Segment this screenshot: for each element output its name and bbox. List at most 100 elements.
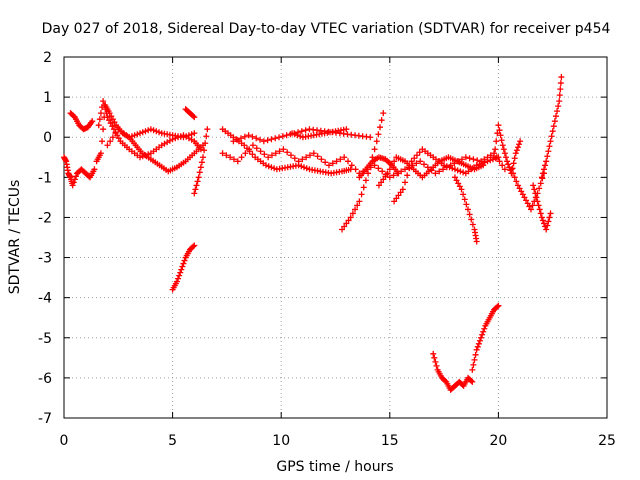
x-axis-ticks: 0 5 10 15 20 25	[60, 57, 616, 449]
data-point-arc-u	[529, 202, 536, 209]
data-point-arc-p	[395, 192, 402, 199]
data-point-arc-t	[511, 155, 518, 162]
data-point-arc-j	[295, 158, 302, 165]
data-point-arc-j	[249, 142, 256, 149]
data-point-arc-s	[463, 201, 470, 208]
data-point-arc-j	[325, 162, 332, 169]
data-point-arc-e	[134, 131, 141, 138]
y-tick-label: -3	[38, 251, 52, 267]
data-point-arc-d	[96, 116, 103, 123]
data-point-arc-d	[106, 117, 113, 124]
data-point-arc-w	[550, 123, 557, 130]
data-point-arc-l	[291, 131, 298, 138]
data-point-arc-f	[176, 272, 183, 279]
data-point-arc-p	[393, 195, 400, 202]
data-point-arc-v	[533, 194, 540, 201]
data-point-arc-t	[504, 158, 511, 165]
data-point-arc-w	[539, 170, 546, 177]
data-point-arc-s	[469, 221, 476, 228]
y-tick-label: 2	[43, 50, 52, 66]
data-point-arc-j	[322, 159, 329, 166]
data-point-arc-w	[544, 153, 551, 160]
data-point-arc-j	[386, 174, 393, 181]
y-tick-label: -6	[38, 371, 52, 387]
data-point-arc-j	[466, 155, 473, 162]
data-point-arc-k	[272, 135, 279, 142]
data-point-arc-s	[461, 196, 468, 203]
data-point-arc-j	[261, 151, 268, 158]
data-point-arc-p	[443, 163, 450, 170]
x-tick-label: 5	[168, 433, 177, 449]
data-point-arc-e	[153, 128, 160, 135]
data-point-arc-p	[397, 189, 404, 196]
data-point-arc-j	[253, 145, 260, 152]
data-point-arc-u	[511, 174, 518, 181]
data-point-arc-c	[99, 138, 106, 145]
data-point-arc-w	[549, 128, 556, 135]
data-point-arc-m	[347, 214, 354, 221]
data-point-arc-t	[503, 154, 510, 161]
data-point-arc-r	[470, 361, 477, 368]
data-point-arc-d	[104, 114, 111, 121]
data-point-arc-j	[242, 150, 249, 157]
data-point-arc-v	[537, 210, 544, 217]
x-tick-label: 0	[60, 433, 69, 449]
data-point-arc-f	[173, 278, 180, 285]
data-point-arc-e	[139, 129, 146, 136]
data-point-arc-c	[108, 113, 115, 120]
data-point-arc-u	[510, 170, 517, 177]
data-point-arc-p	[487, 157, 494, 164]
data-point-arc-k	[257, 136, 264, 143]
data-point-arc-j	[265, 154, 272, 161]
data-point-arc-p	[451, 166, 458, 173]
plot-frame	[63, 56, 608, 419]
data-point-arc-j	[379, 168, 386, 175]
data-point-arc-u	[516, 185, 523, 192]
data-point-arc-q	[468, 377, 475, 384]
data-point-arc-f	[178, 266, 185, 273]
data-point-arc-t	[493, 138, 500, 145]
data-point-arc-j	[318, 156, 325, 163]
data-point-arc-f	[175, 275, 182, 282]
y-axis-ticks: 2 1 0 -1 -2 -3 -4 -5 -6 -7	[38, 50, 607, 427]
data-point-arc-p	[413, 152, 420, 159]
data-point-arc-m	[354, 202, 361, 209]
y-tick-label: 0	[43, 130, 52, 146]
data-point-arc-a	[91, 166, 98, 173]
data-point-arc-e	[112, 130, 119, 137]
data-point-arc-d	[197, 146, 204, 153]
data-point-arc-p	[406, 165, 413, 172]
data-point-arc-h	[201, 147, 208, 154]
data-point-arc-e	[147, 126, 154, 133]
data-point-arc-l	[297, 133, 304, 140]
data-point-arc-u	[523, 197, 530, 204]
data-point-arc-h	[197, 164, 204, 171]
data-point-arc-j	[303, 154, 310, 161]
data-point-arc-t	[497, 132, 504, 139]
data-point-arc-k	[268, 136, 275, 143]
data-point-arc-j	[238, 154, 245, 161]
data-point-arc-t	[501, 150, 508, 157]
data-point-arc-g	[191, 114, 198, 121]
data-point-arc-l	[294, 132, 301, 139]
data-point-arc-p	[408, 158, 415, 165]
data-point-arc-w	[558, 74, 565, 81]
data-point-arc-m	[341, 223, 348, 230]
data-point-arc-j	[333, 158, 340, 165]
data-point-arc-r	[471, 356, 478, 363]
data-point-arc-i	[303, 165, 310, 172]
data-point-arc-o	[380, 176, 387, 183]
data-point-arc-m	[365, 170, 372, 177]
data-point-arc-i	[262, 162, 269, 169]
y-tick-label: 1	[43, 90, 52, 106]
data-point-arc-u	[518, 188, 525, 195]
data-point-arc-h	[194, 178, 201, 185]
data-point-arc-f	[179, 263, 186, 270]
data-point-arc-s	[466, 211, 473, 218]
data-point-arc-p	[449, 165, 456, 172]
data-point-arc-a	[71, 176, 78, 183]
x-tick-label: 10	[272, 433, 290, 449]
data-point-arc-t	[516, 141, 523, 148]
data-point-arc-e	[150, 127, 157, 134]
